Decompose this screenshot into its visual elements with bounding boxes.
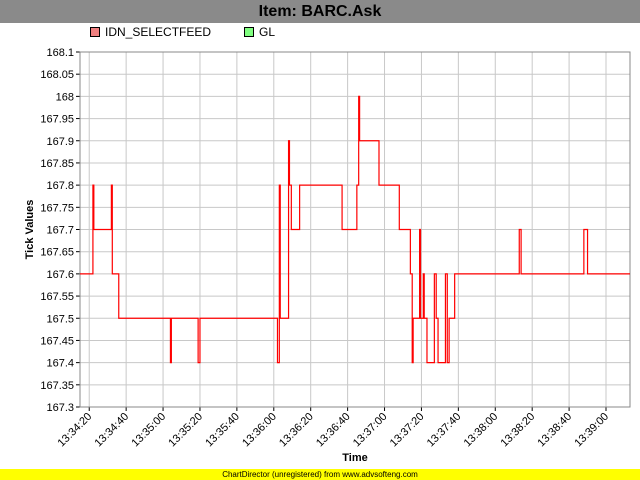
legend-item-idn-selectfeed: IDN_SELECTFEED xyxy=(90,25,211,39)
y-axis-label: Tick Values xyxy=(24,200,36,260)
x-tick-label: 13:38:00 xyxy=(462,411,501,450)
x-tick-label: 13:35:40 xyxy=(203,411,242,450)
x-tick-label: 13:37:40 xyxy=(425,411,464,450)
y-tick-label: 168 xyxy=(56,91,74,103)
chart-legend: IDN_SELECTFEED GL xyxy=(0,23,640,43)
x-tick-label: 13:38:20 xyxy=(499,411,538,450)
x-tick-label: 13:39:00 xyxy=(572,411,611,450)
series-line-idn-selectfeed xyxy=(80,95,630,364)
y-tick-label: 167.75 xyxy=(40,202,74,214)
x-tick-label: 13:35:20 xyxy=(166,411,205,450)
y-tick-label: 167.9 xyxy=(46,136,74,148)
y-tick-label: 167.7 xyxy=(46,225,74,237)
y-tick-label: 167.65 xyxy=(40,247,74,259)
y-tick-label: 168.05 xyxy=(40,69,74,81)
chart-title: Item: BARC.Ask xyxy=(0,0,640,23)
y-tick-label: 167.85 xyxy=(40,158,74,170)
y-tick-label: 167.35 xyxy=(40,380,74,392)
line-chart: 168.1 168.05 168 167.95 167.9 167.85 167.8 167.… xyxy=(24,47,631,464)
x-tick-label: 13:36:40 xyxy=(314,411,353,450)
legend-swatch-idn-selectfeed xyxy=(90,27,100,37)
y-tick-label: 167.8 xyxy=(46,180,74,192)
legend-label-gl: GL xyxy=(259,25,276,39)
y-tick-label: 167.95 xyxy=(40,114,74,126)
x-tick-label: 13:36:20 xyxy=(277,411,316,450)
plot-border xyxy=(79,51,631,408)
footer-credit: ChartDirector (unregistered) from www.ad… xyxy=(0,469,640,480)
x-tick-label: 13:35:00 xyxy=(129,411,168,450)
y-tick-label: 167.3 xyxy=(46,402,74,414)
x-tick-label: 13:37:20 xyxy=(388,411,427,450)
y-tick-label: 168.1 xyxy=(46,47,74,59)
legend-swatch-gl xyxy=(244,27,254,37)
y-tick-label: 167.45 xyxy=(40,335,74,347)
x-tick-label: 13:34:40 xyxy=(92,411,131,450)
legend-item-gl: GL xyxy=(244,25,275,39)
x-axis-label: Time xyxy=(342,452,367,464)
y-tick-label: 167.55 xyxy=(40,291,74,303)
y-tick-label: 167.6 xyxy=(46,269,74,281)
x-tick-label: 13:34:20 xyxy=(56,411,95,450)
y-tick-label: 167.5 xyxy=(46,313,74,325)
legend-label-idn-selectfeed: IDN_SELECTFEED xyxy=(105,25,212,39)
y-tick-label: 167.4 xyxy=(46,358,74,370)
x-tick-label: 13:38:40 xyxy=(535,411,574,450)
x-tick-label: 13:37:00 xyxy=(351,411,390,450)
x-tick-label: 13:36:00 xyxy=(240,411,279,450)
